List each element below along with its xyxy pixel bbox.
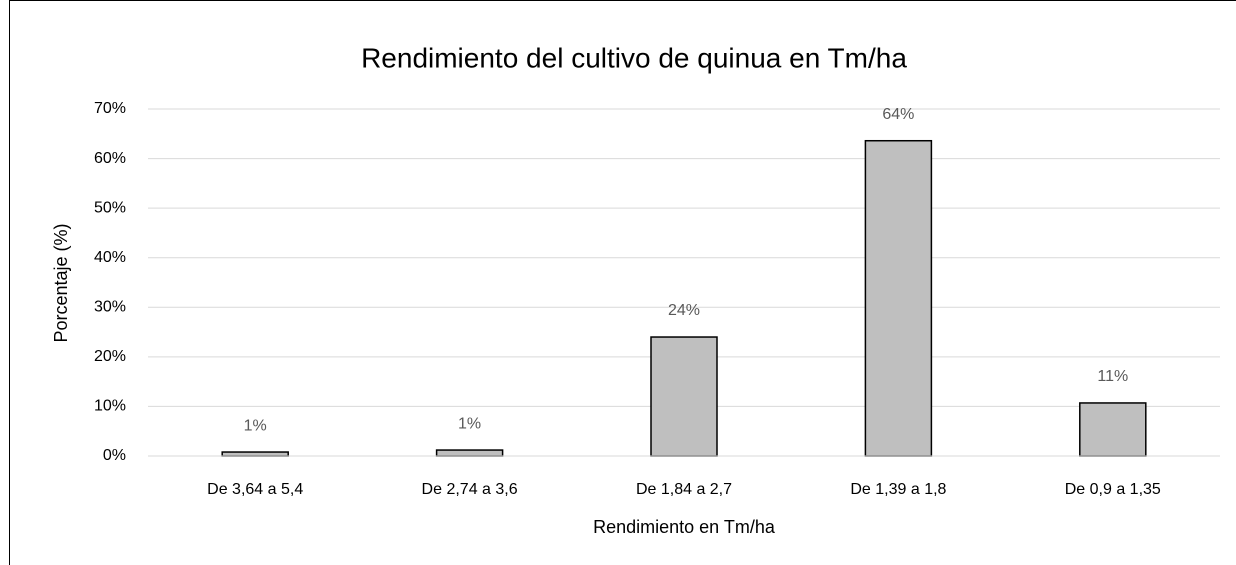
value-label: 1% xyxy=(244,417,267,434)
bar xyxy=(221,451,289,457)
y-tick-label: 20% xyxy=(94,348,126,365)
x-tick-label: De 3,64 a 5,4 xyxy=(207,481,303,498)
y-tick-label: 40% xyxy=(94,249,126,266)
y-tick-label: 0% xyxy=(103,447,126,464)
bar xyxy=(864,139,933,457)
y-axis-label: Porcentaje (%) xyxy=(51,223,71,342)
value-label: 64% xyxy=(882,106,914,123)
chart-title: Rendimiento del cultivo de quinua en Tm/… xyxy=(361,42,907,73)
chart-border xyxy=(9,0,1236,565)
bar xyxy=(435,449,504,457)
value-label: 1% xyxy=(458,415,481,432)
bar xyxy=(1079,402,1147,457)
x-tick-label: De 1,39 a 1,8 xyxy=(850,481,946,498)
x-tick-label: De 0,9 a 1,35 xyxy=(1065,481,1161,498)
value-label: 11% xyxy=(1097,368,1128,385)
x-tick-label: De 2,74 a 3,6 xyxy=(422,481,518,498)
y-tick-label: 30% xyxy=(94,299,126,316)
y-tick-label: 10% xyxy=(94,398,126,415)
x-tick-label: De 1,84 a 2,7 xyxy=(636,481,732,498)
y-tick-label: 50% xyxy=(94,199,126,216)
x-axis-label: Rendimiento en Tm/ha xyxy=(593,517,776,537)
value-label: 24% xyxy=(668,302,700,319)
y-tick-label: 60% xyxy=(94,150,126,167)
bar xyxy=(650,336,718,457)
y-tick-label: 70% xyxy=(94,100,126,117)
